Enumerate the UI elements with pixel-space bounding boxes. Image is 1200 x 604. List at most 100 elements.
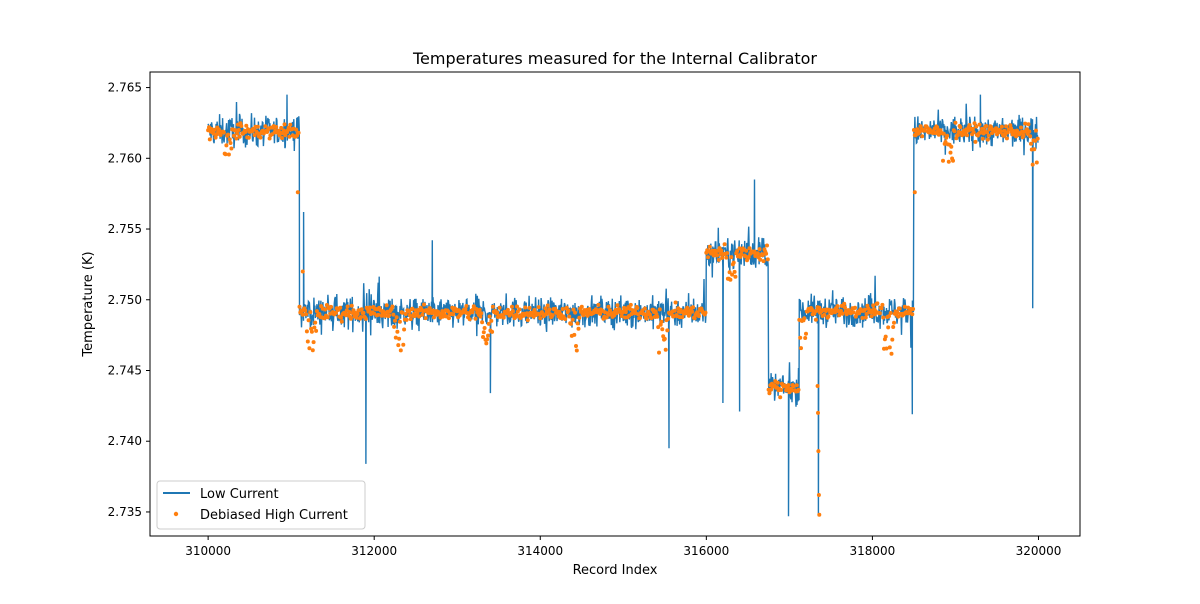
high-current-point <box>279 125 284 130</box>
high-current-point <box>720 255 725 260</box>
high-current-point <box>359 307 364 312</box>
high-current-point <box>644 316 649 321</box>
high-current-point <box>239 124 244 128</box>
high-current-point <box>884 346 889 351</box>
high-current-point <box>314 309 319 314</box>
high-current-point <box>804 331 808 336</box>
high-current-point <box>813 317 818 322</box>
high-current-point <box>481 330 486 335</box>
high-current-point <box>887 345 892 350</box>
high-current-point <box>970 126 975 131</box>
high-current-point <box>402 327 407 332</box>
high-current-point <box>1032 147 1037 152</box>
high-current-point <box>244 123 249 128</box>
high-current-point <box>207 137 212 142</box>
y-tick-label: 2.735 <box>108 505 142 519</box>
high-current-point <box>659 319 664 324</box>
high-current-point <box>733 274 738 279</box>
high-current-point <box>396 343 401 348</box>
high-current-point <box>877 311 882 316</box>
x-axis-label: Record Index <box>573 563 658 578</box>
high-current-point <box>384 303 389 308</box>
high-current-point <box>604 315 609 320</box>
high-current-point <box>642 312 647 316</box>
high-current-point <box>306 318 311 323</box>
high-current-point <box>967 123 972 127</box>
high-current-point <box>398 348 403 353</box>
high-current-point <box>815 384 820 388</box>
high-current-point <box>691 305 696 310</box>
high-current-point <box>243 129 248 134</box>
high-current-point <box>826 314 831 319</box>
high-current-point <box>614 311 619 316</box>
high-current-point <box>833 310 837 315</box>
high-current-point <box>480 320 485 325</box>
y-tick-label: 2.760 <box>108 151 142 165</box>
high-current-point <box>977 122 982 127</box>
high-current-point <box>911 128 916 132</box>
high-current-point <box>283 133 288 138</box>
high-current-point <box>525 318 530 323</box>
high-current-point <box>446 316 451 321</box>
high-current-point <box>649 316 654 321</box>
high-current-point <box>764 251 769 256</box>
high-current-point <box>464 304 469 308</box>
high-current-point <box>1026 122 1031 127</box>
high-current-point <box>637 316 642 321</box>
high-current-point <box>752 249 757 254</box>
high-current-point <box>980 136 985 141</box>
high-current-point <box>816 493 821 497</box>
high-current-point <box>739 252 744 256</box>
high-current-point <box>422 302 426 307</box>
high-current-point <box>606 304 611 309</box>
high-current-point <box>391 312 396 317</box>
high-current-point <box>891 325 896 329</box>
high-current-point <box>596 302 601 307</box>
high-current-point <box>863 315 868 320</box>
high-current-point <box>890 337 895 342</box>
y-tick-label: 2.740 <box>108 434 142 448</box>
high-current-point <box>563 317 568 321</box>
high-current-point <box>473 316 478 321</box>
high-current-point <box>536 305 541 310</box>
high-current-point <box>757 247 762 252</box>
high-current-point <box>300 269 305 274</box>
high-current-point <box>297 304 302 309</box>
high-current-point <box>309 329 314 334</box>
high-current-point <box>510 309 515 313</box>
high-current-point <box>420 312 425 317</box>
high-current-point <box>1002 128 1007 133</box>
high-current-point <box>486 321 491 326</box>
high-current-point <box>577 315 582 320</box>
high-current-point <box>226 152 231 157</box>
high-current-point <box>467 317 472 322</box>
high-current-point <box>1008 123 1013 128</box>
high-current-point <box>794 383 799 388</box>
high-current-point <box>857 311 862 316</box>
high-current-point <box>570 317 575 322</box>
high-current-point <box>1034 160 1039 165</box>
high-current-point <box>755 251 760 256</box>
high-current-point <box>730 272 735 277</box>
high-current-point <box>309 326 314 331</box>
high-current-point <box>224 143 229 148</box>
high-current-point <box>946 159 951 164</box>
high-current-point <box>775 380 780 385</box>
high-current-point <box>423 316 428 321</box>
high-current-point <box>226 132 231 137</box>
legend-high-current-swatch <box>173 511 179 517</box>
high-current-point <box>765 257 770 262</box>
high-current-point <box>715 253 720 258</box>
high-current-point <box>274 125 279 129</box>
high-current-point <box>394 315 399 320</box>
high-current-point <box>672 308 677 313</box>
high-current-point <box>666 316 671 321</box>
high-current-point <box>571 307 576 312</box>
high-current-point <box>451 312 456 317</box>
x-tick-label: 316000 <box>683 544 729 558</box>
high-current-point <box>263 124 268 129</box>
high-current-point <box>397 319 402 324</box>
high-current-point <box>401 342 406 347</box>
high-current-point <box>486 333 490 338</box>
high-current-point <box>758 257 763 262</box>
